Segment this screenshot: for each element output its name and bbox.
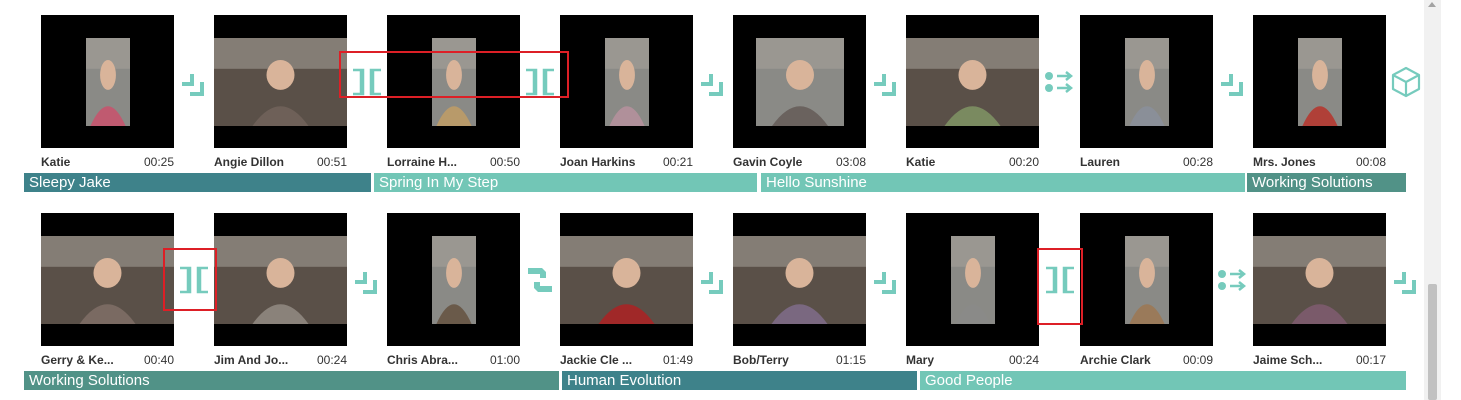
scene-bar[interactable]: Sleepy Jake [24,173,371,192]
clip-thumbnail[interactable] [387,213,520,346]
clip-name: Angie Dillon [214,155,284,169]
clip-duration: 00:09 [1182,353,1213,367]
video-frame [431,235,476,324]
clip-thumbnail[interactable] [733,15,866,148]
cut-icon[interactable] [695,262,731,298]
selection-highlight [163,248,217,311]
clip-thumbnail[interactable] [41,213,174,346]
clip-duration: 01:49 [662,353,693,367]
scene-bar[interactable]: Hello Sunshine [761,173,1245,192]
clip-name: Chris Abra... [387,353,458,367]
clip-thumbnail[interactable] [560,213,693,346]
clip-duration: 00:51 [316,155,347,169]
selection-highlight [339,51,569,98]
scene-bar[interactable]: Spring In My Step [374,173,757,192]
clip-thumbnail[interactable] [906,213,1039,346]
clip-name: Katie [41,155,71,169]
cut-icon[interactable] [868,262,904,298]
video-frame [1297,37,1342,126]
clip-name: Gavin Coyle [733,155,803,169]
clip-thumbnail[interactable] [1080,15,1213,148]
window-edge [1441,0,1461,400]
cut-icon[interactable] [176,64,212,100]
scene-bar[interactable]: Working Solutions [24,371,559,390]
clip-duration: 00:25 [143,155,174,169]
clip-name: Jackie Cle ... [560,353,633,367]
clip-thumbnail[interactable] [733,213,866,346]
scene-bar[interactable]: Human Evolution [562,371,917,390]
clip-duration: 00:24 [316,353,347,367]
clip-duration: 00:40 [143,353,174,367]
clip-thumbnail[interactable] [1253,213,1386,346]
split-transition-icon[interactable] [522,64,558,100]
video-frame [755,37,844,126]
clip-thumbnail[interactable] [560,15,693,148]
clip-thumbnail[interactable] [41,15,174,148]
video-frame [733,235,866,324]
scroll-thumb[interactable] [1428,284,1437,400]
selection-highlight [1037,248,1083,325]
clip-duration: 01:15 [835,353,866,367]
video-frame [41,235,174,324]
clip-duration: 03:08 [835,155,866,169]
video-frame [1253,235,1386,324]
clip-name: Archie Clark [1080,353,1151,367]
dots-arrows-icon[interactable] [1042,64,1078,100]
clip-name: Lorraine H... [387,155,458,169]
scroll-up-arrow-icon[interactable] [1428,2,1436,7]
scene-bar[interactable]: Good People [920,371,1406,390]
clip-duration: 00:08 [1355,155,1386,169]
clip-name: Mrs. Jones [1253,155,1316,169]
dots-arrows-icon[interactable] [1215,262,1251,298]
clip-thumbnail[interactable] [906,15,1039,148]
vertical-scrollbar[interactable] [1424,0,1441,400]
clip-thumbnail[interactable] [214,213,347,346]
clip-name: Joan Harkins [560,155,636,169]
split-transition-icon[interactable] [1042,262,1078,298]
video-frame [85,37,130,126]
clip-name: Gerry & Ke... [41,353,114,367]
video-frame [214,37,347,126]
split-transition-icon[interactable] [176,262,212,298]
clip-duration: 00:28 [1182,155,1213,169]
clip-duration: 00:17 [1355,353,1386,367]
clip-duration: 00:50 [489,155,520,169]
clip-thumbnail[interactable] [1253,15,1386,148]
video-frame [604,37,649,126]
clip-name: Mary [906,353,935,367]
cut-icon[interactable] [1388,262,1424,298]
clip-duration: 00:20 [1008,155,1039,169]
cube-icon[interactable] [1388,64,1424,100]
clip-duration: 00:24 [1008,353,1039,367]
video-frame [906,37,1039,126]
video-frame [560,235,693,324]
clip-name: Jim And Jo... [214,353,289,367]
clip-name: Katie [906,155,936,169]
clip-name: Lauren [1080,155,1121,169]
cut-icon[interactable] [868,64,904,100]
video-frame [950,235,995,324]
video-frame [1124,37,1169,126]
clip-duration: 00:21 [662,155,693,169]
clip-thumbnail[interactable] [1080,213,1213,346]
clip-name: Jaime Sch... [1253,353,1323,367]
clip-name: Bob/Terry [733,353,789,367]
cut-icon[interactable] [695,64,731,100]
cut-icon[interactable] [1215,64,1251,100]
video-frame [214,235,347,324]
swap-icon[interactable] [522,262,558,298]
video-frame [1124,235,1169,324]
split-transition-icon[interactable] [349,64,385,100]
cut-icon[interactable] [349,262,385,298]
scene-bar[interactable]: Working Solutions [1247,173,1406,192]
clip-thumbnail[interactable] [214,15,347,148]
clip-duration: 01:00 [489,353,520,367]
